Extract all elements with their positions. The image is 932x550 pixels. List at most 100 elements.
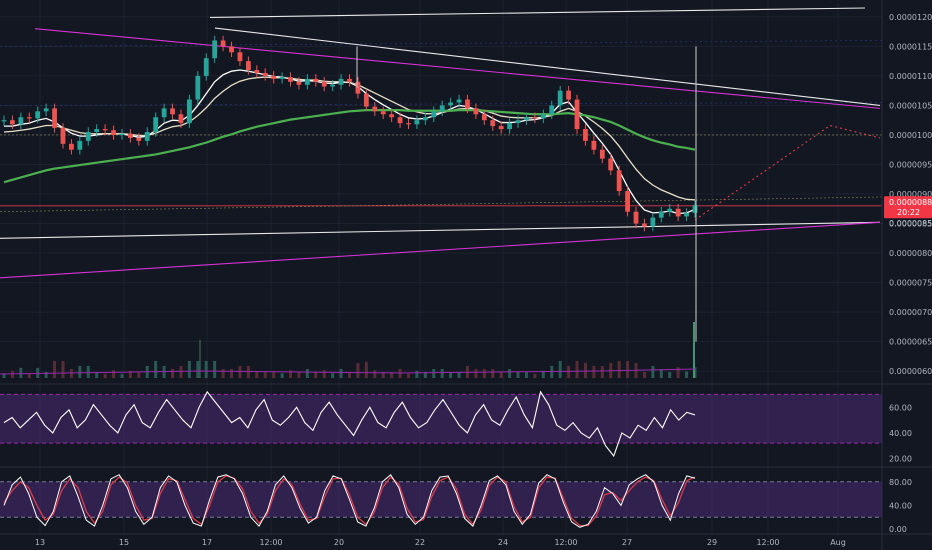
trendline-4 xyxy=(209,7,866,18)
volume-bar-74 xyxy=(626,361,630,378)
volume-bar-45 xyxy=(381,372,385,378)
candle-body-62 xyxy=(524,117,529,121)
volume-bar-8 xyxy=(69,369,73,378)
volume-bar-81 xyxy=(685,371,689,378)
candle-body-43 xyxy=(363,93,369,107)
time-tick-label-7: 12:00 xyxy=(554,538,577,547)
candle-body-45 xyxy=(380,111,386,115)
candle-body-65 xyxy=(549,105,555,115)
volume-bar-15 xyxy=(128,370,132,378)
volume-bar-68 xyxy=(575,361,579,378)
volume-bar-26 xyxy=(221,369,225,378)
current-price-label: 0.00000881 xyxy=(889,198,932,207)
volume-bar-20 xyxy=(171,369,175,378)
guide-line-diag xyxy=(0,196,883,213)
volume-bar-48 xyxy=(406,373,410,378)
candle-body-5 xyxy=(43,108,49,112)
candle-body-9 xyxy=(77,140,83,150)
candle-body-80 xyxy=(675,208,681,217)
volume-bar-14 xyxy=(120,373,124,378)
candle-body-50 xyxy=(422,117,428,121)
volume-bar-70 xyxy=(592,366,596,378)
volume-bar-44 xyxy=(373,370,377,378)
volume-bar-58 xyxy=(491,369,495,378)
volume-bar-23 xyxy=(196,361,200,378)
volume-bar-3 xyxy=(27,373,31,378)
candle-body-28 xyxy=(237,52,243,62)
candle-body-42 xyxy=(355,81,361,94)
volume-bar-0 xyxy=(2,373,6,378)
candle-body-24 xyxy=(203,58,209,76)
stoch-tick-label-2: 0.00 xyxy=(889,525,907,534)
candle-body-35 xyxy=(296,81,302,85)
candle-body-51 xyxy=(431,111,437,118)
rsi-panel xyxy=(0,390,882,458)
candle-body-53 xyxy=(448,102,454,106)
candle-body-22 xyxy=(186,99,192,124)
trendlines xyxy=(0,7,881,279)
candle-body-48 xyxy=(406,123,411,125)
stoch-d-line xyxy=(3,475,696,527)
candle-body-36 xyxy=(304,78,310,85)
volume-bar-54 xyxy=(457,372,461,378)
volume-bar-79 xyxy=(668,372,672,378)
candle-body-40 xyxy=(338,78,344,85)
guide-line-mid xyxy=(0,102,883,106)
candle-body-49 xyxy=(414,120,420,125)
volume-bar-22 xyxy=(187,361,191,378)
candles xyxy=(1,35,698,342)
candle-body-33 xyxy=(279,77,285,79)
volume-bar-16 xyxy=(137,372,141,378)
candle-body-77 xyxy=(650,217,656,227)
time-tick-label-9: 29 xyxy=(707,538,717,547)
time-tick-label-0: 13 xyxy=(35,538,45,547)
candle-body-16 xyxy=(136,137,142,141)
trendline-3 xyxy=(0,221,881,279)
candle-body-64 xyxy=(540,114,546,119)
candle-body-70 xyxy=(591,140,597,150)
volume-bar-13 xyxy=(112,370,116,378)
trendline-1 xyxy=(214,27,881,106)
volume-bar-56 xyxy=(474,369,478,378)
volume-bar-40 xyxy=(339,369,343,378)
volume-bar-66 xyxy=(558,361,562,378)
moving-averages xyxy=(3,69,696,215)
candle-body-34 xyxy=(288,77,293,82)
volume-bar-24 xyxy=(204,361,208,378)
candle-body-23 xyxy=(195,75,201,100)
candle-body-71 xyxy=(599,149,605,159)
candle-body-27 xyxy=(229,46,234,53)
volume-bar-9 xyxy=(78,366,82,378)
candle-body-61 xyxy=(515,120,521,124)
stoch-band xyxy=(0,481,882,518)
volume-bar-59 xyxy=(499,372,503,378)
candle-body-30 xyxy=(254,70,260,73)
candle-body-17 xyxy=(144,132,150,141)
volume-bar-25 xyxy=(213,361,217,378)
volume-bar-41 xyxy=(348,372,351,378)
volume-bar-21 xyxy=(179,366,183,378)
candle-body-6 xyxy=(52,108,57,128)
countdown-label: 20:22 xyxy=(897,208,920,217)
volume-bar-62 xyxy=(524,372,528,378)
time-axis[interactable]: 13 15 17 12:00 20 22 24 12:00 27 29 12:00 Aug xyxy=(35,538,846,547)
candle-body-20 xyxy=(170,108,175,115)
volume-bar-51 xyxy=(432,369,436,378)
volume-bar-30 xyxy=(255,372,259,378)
time-tick-label-2: 17 xyxy=(202,538,212,547)
candle-body-59 xyxy=(498,126,504,130)
volume-bars xyxy=(0,322,697,378)
volume-bar-7 xyxy=(61,361,65,378)
volume-bar-11 xyxy=(95,372,99,378)
volume-bar-39 xyxy=(331,373,335,378)
